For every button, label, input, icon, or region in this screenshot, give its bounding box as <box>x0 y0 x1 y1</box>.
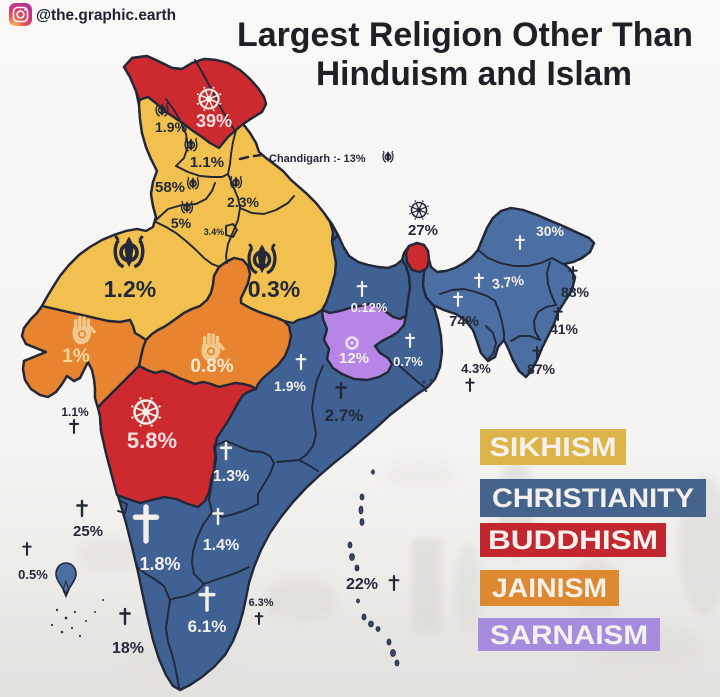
svg-text:Hinduism and Islam: Hinduism and Islam <box>316 55 632 93</box>
svg-text:22%: 22% <box>346 576 378 593</box>
svg-text:18%: 18% <box>112 640 144 657</box>
svg-text:6.3%: 6.3% <box>248 597 273 609</box>
svg-text:0.3%: 0.3% <box>248 276 300 302</box>
svg-text:0.7%: 0.7% <box>393 354 423 369</box>
svg-text:1.9%: 1.9% <box>274 378 306 394</box>
svg-text:1.1%: 1.1% <box>61 405 89 419</box>
svg-text:SARNAISM: SARNAISM <box>490 620 648 650</box>
svg-text:0.8%: 0.8% <box>190 356 233 377</box>
svg-text:BUDDHISM: BUDDHISM <box>488 525 658 555</box>
svg-text:39%: 39% <box>196 111 232 131</box>
svg-text:Largest Religion Other Than: Largest Religion Other Than <box>237 16 693 54</box>
svg-text:1.1%: 1.1% <box>190 154 224 171</box>
svg-text:58%: 58% <box>155 179 185 196</box>
svg-text:30%: 30% <box>536 223 565 239</box>
svg-text:5%: 5% <box>171 215 192 231</box>
svg-text:4.3%: 4.3% <box>461 361 491 376</box>
svg-text:25%: 25% <box>73 523 103 540</box>
svg-text:SIKHISM: SIKHISM <box>490 432 617 462</box>
svg-text:0.5%: 0.5% <box>18 567 48 582</box>
svg-text:1.4%: 1.4% <box>203 537 239 554</box>
svg-text:12%: 12% <box>339 350 369 367</box>
svg-text:6.1%: 6.1% <box>188 617 227 636</box>
svg-text:5.8%: 5.8% <box>127 428 177 453</box>
svg-text:27%: 27% <box>408 222 438 239</box>
svg-text:87%: 87% <box>527 361 556 377</box>
svg-text:1.8%: 1.8% <box>139 554 180 574</box>
svg-text:@the.graphic.earth: @the.graphic.earth <box>36 7 176 24</box>
svg-text:74%: 74% <box>449 313 479 330</box>
svg-text:88%: 88% <box>561 284 590 300</box>
svg-text:41%: 41% <box>550 321 579 337</box>
svg-text:3.7%: 3.7% <box>491 272 525 292</box>
svg-text:3.4%: 3.4% <box>204 227 225 237</box>
svg-text:2.7%: 2.7% <box>325 406 364 425</box>
svg-text:0.12%: 0.12% <box>351 300 388 315</box>
svg-text:1.2%: 1.2% <box>104 276 156 302</box>
svg-text:Chandigarh :- 13%: Chandigarh :- 13% <box>269 153 366 165</box>
svg-text:CHRISTIANITY: CHRISTIANITY <box>492 483 694 513</box>
svg-text:2.3%: 2.3% <box>227 194 259 210</box>
svg-text:1%: 1% <box>62 346 90 367</box>
svg-text:1.3%: 1.3% <box>213 468 249 485</box>
svg-text:1.9%: 1.9% <box>155 119 187 135</box>
svg-text:JAINISM: JAINISM <box>492 573 607 603</box>
